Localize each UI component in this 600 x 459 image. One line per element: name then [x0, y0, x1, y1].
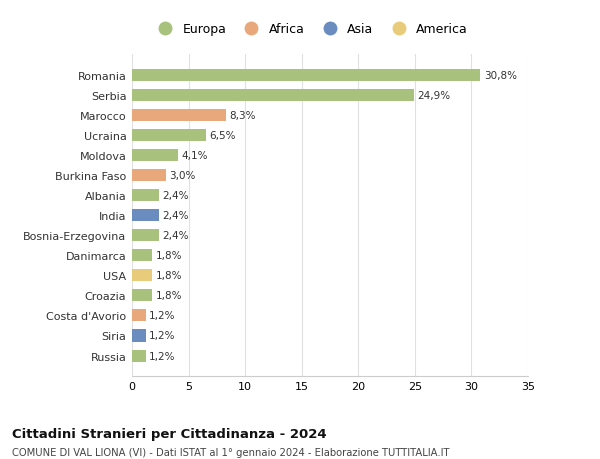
Text: 1,2%: 1,2% [149, 311, 175, 321]
Bar [132, 150, 178, 162]
Text: 3,0%: 3,0% [169, 171, 196, 181]
Text: 2,4%: 2,4% [163, 211, 189, 221]
Bar [132, 170, 166, 182]
Bar [132, 110, 226, 122]
Bar [132, 130, 206, 142]
Text: 4,1%: 4,1% [182, 151, 208, 161]
Text: 1,2%: 1,2% [149, 331, 175, 341]
Text: Cittadini Stranieri per Cittadinanza - 2024: Cittadini Stranieri per Cittadinanza - 2… [12, 427, 326, 440]
Text: COMUNE DI VAL LIONA (VI) - Dati ISTAT al 1° gennaio 2024 - Elaborazione TUTTITAL: COMUNE DI VAL LIONA (VI) - Dati ISTAT al… [12, 448, 449, 458]
Text: 30,8%: 30,8% [484, 71, 517, 81]
Bar [132, 310, 146, 322]
Text: 2,4%: 2,4% [163, 231, 189, 241]
Bar [132, 70, 481, 82]
Text: 6,5%: 6,5% [209, 131, 235, 141]
Bar [132, 230, 159, 242]
Bar [132, 90, 414, 102]
Text: 24,9%: 24,9% [417, 91, 450, 101]
Bar [132, 350, 146, 362]
Text: 8,3%: 8,3% [229, 111, 256, 121]
Bar [132, 270, 152, 282]
Bar [132, 190, 159, 202]
Bar [132, 210, 159, 222]
Text: 1,8%: 1,8% [156, 251, 182, 261]
Bar [132, 250, 152, 262]
Bar [132, 330, 146, 342]
Text: 1,2%: 1,2% [149, 351, 175, 361]
Text: 2,4%: 2,4% [163, 191, 189, 201]
Bar [132, 290, 152, 302]
Legend: Europa, Africa, Asia, America: Europa, Africa, Asia, America [149, 20, 472, 40]
Text: 1,8%: 1,8% [156, 271, 182, 281]
Text: 1,8%: 1,8% [156, 291, 182, 301]
